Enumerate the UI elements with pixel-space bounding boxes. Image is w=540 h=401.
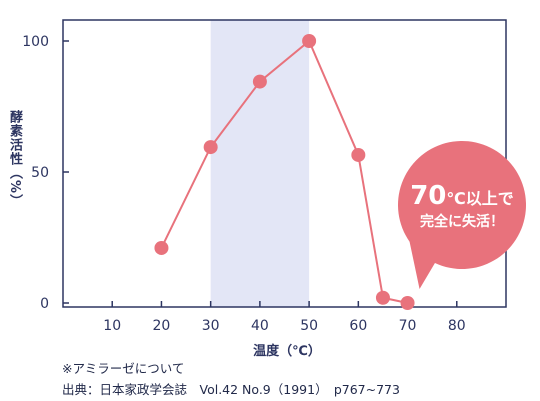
x-tick-label: 40 <box>251 318 269 334</box>
data-point <box>375 290 390 305</box>
y-axis-label: 酵素活性（%） <box>7 110 22 209</box>
x-axis-label-wrap: 温度（℃） <box>0 340 540 359</box>
footnote-line2: 出典：日本家政学会誌 Vol.42 No.9（1991） p767~773 <box>62 382 400 397</box>
annotation-line1: 70℃以上で <box>398 181 526 212</box>
data-point <box>252 74 267 89</box>
x-tick-label: 50 <box>300 318 318 334</box>
y-tick-label: 100 <box>22 34 49 50</box>
x-tick-label: 70 <box>399 318 417 334</box>
optimal-temperature-band <box>210 20 310 307</box>
data-point <box>154 240 169 255</box>
x-axis-label: 温度（℃） <box>253 344 321 359</box>
y-axis-ticks: 0 50 100 <box>22 34 69 312</box>
annotation-text: 70℃以上で 完全に失活！ <box>398 181 526 230</box>
y-tick-label: 50 <box>31 165 49 181</box>
data-point <box>400 296 415 310</box>
x-tick-label: 20 <box>153 318 171 334</box>
data-point <box>203 140 218 155</box>
x-tick-label: 10 <box>103 318 121 334</box>
series-points <box>154 34 415 310</box>
annotation-line2: 完全に失活！ <box>420 213 504 230</box>
footnote-line1: ※アミラーゼについて <box>62 361 185 376</box>
annotation-big-number: 70 <box>410 181 447 211</box>
x-tick-label: 60 <box>349 318 367 334</box>
annotation-bubble <box>398 141 526 289</box>
x-tick-label: 80 <box>448 318 466 334</box>
annotation-line1-rest: ℃以上で <box>446 189 514 208</box>
data-point <box>351 147 366 162</box>
y-tick-label: 0 <box>40 296 49 312</box>
x-tick-label: 30 <box>202 318 220 334</box>
data-point <box>302 34 317 48</box>
x-axis-ticks: 10 20 30 40 50 60 70 80 <box>103 301 466 334</box>
